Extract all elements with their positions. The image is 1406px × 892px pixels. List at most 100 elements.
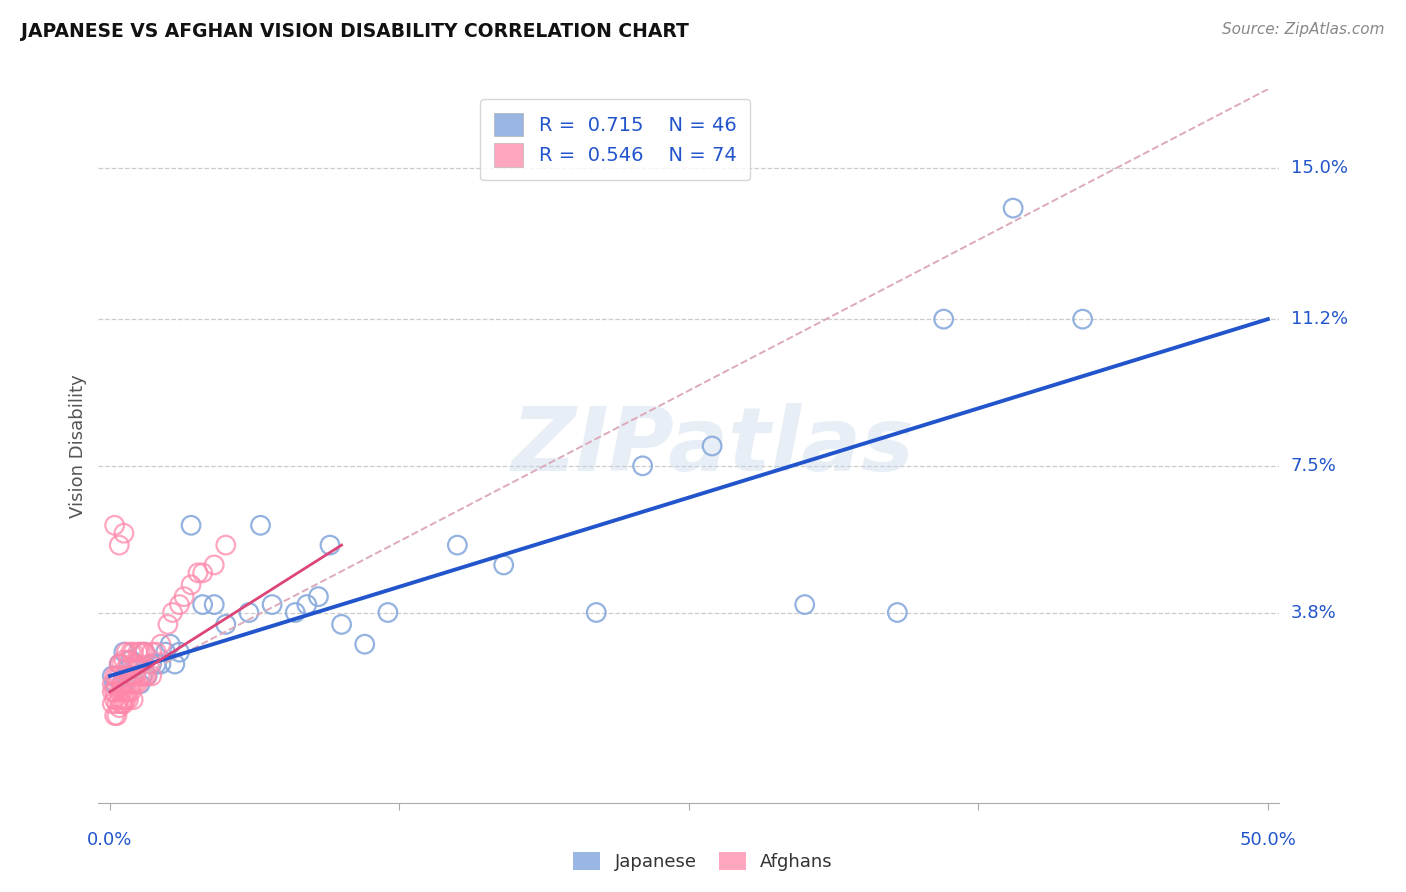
Point — [202, 558, 225, 572]
Point — [191, 598, 214, 612]
Point — [110, 677, 132, 691]
Point — [249, 518, 271, 533]
Point — [295, 598, 318, 612]
Point — [149, 657, 172, 671]
Point — [156, 617, 179, 632]
Point — [120, 669, 142, 683]
Point — [110, 677, 132, 691]
Point — [108, 538, 131, 552]
Point — [108, 685, 131, 699]
Point — [120, 685, 142, 699]
Point — [112, 697, 135, 711]
Point — [112, 526, 135, 541]
Point — [131, 669, 153, 683]
Point — [101, 685, 124, 699]
Point — [101, 697, 124, 711]
Point — [187, 566, 209, 580]
Point — [101, 677, 124, 691]
Point — [104, 692, 127, 706]
Point — [127, 645, 149, 659]
Point — [793, 598, 815, 612]
Point — [215, 538, 238, 552]
Point — [105, 708, 128, 723]
Point — [122, 657, 145, 671]
Point — [131, 645, 153, 659]
Point — [330, 617, 353, 632]
Point — [169, 598, 191, 612]
Point — [112, 677, 135, 691]
Point — [163, 657, 186, 671]
Point — [446, 538, 468, 552]
Point — [108, 692, 131, 706]
Text: 0.0%: 0.0% — [87, 831, 132, 849]
Point — [180, 518, 202, 533]
Point — [108, 657, 131, 671]
Point — [169, 645, 191, 659]
Y-axis label: Vision Disability: Vision Disability — [69, 374, 87, 518]
Point — [585, 606, 607, 620]
Point — [122, 677, 145, 691]
Text: 7.5%: 7.5% — [1291, 457, 1337, 475]
Point — [202, 598, 225, 612]
Point — [492, 558, 515, 572]
Point — [110, 685, 132, 699]
Point — [134, 669, 156, 683]
Point — [115, 685, 138, 699]
Point — [122, 669, 145, 683]
Point — [120, 645, 142, 659]
Point — [932, 312, 955, 326]
Point — [117, 692, 139, 706]
Point — [124, 669, 146, 683]
Point — [108, 700, 131, 714]
Legend: Japanese, Afghans: Japanese, Afghans — [567, 845, 839, 879]
Point — [115, 692, 138, 706]
Point — [108, 669, 131, 683]
Point — [136, 669, 159, 683]
Point — [1071, 312, 1094, 326]
Point — [138, 657, 160, 671]
Point — [124, 657, 146, 671]
Point — [700, 439, 723, 453]
Point — [215, 617, 238, 632]
Point — [180, 578, 202, 592]
Point — [112, 645, 135, 659]
Point — [284, 606, 307, 620]
Point — [145, 657, 167, 671]
Point — [631, 458, 654, 473]
Point — [319, 538, 342, 552]
Point — [115, 669, 138, 683]
Point — [124, 677, 146, 691]
Point — [238, 606, 260, 620]
Point — [173, 590, 195, 604]
Point — [129, 677, 152, 691]
Point — [122, 669, 145, 683]
Point — [124, 657, 146, 671]
Point — [155, 645, 177, 659]
Point — [112, 669, 135, 683]
Point — [886, 606, 908, 620]
Point — [105, 677, 128, 691]
Point — [120, 653, 142, 667]
Text: 15.0%: 15.0% — [1291, 160, 1347, 178]
Point — [117, 685, 139, 699]
Point — [122, 692, 145, 706]
Point — [141, 657, 163, 671]
Text: 50.0%: 50.0% — [1240, 831, 1296, 849]
Text: 11.2%: 11.2% — [1291, 310, 1348, 328]
Point — [115, 645, 138, 659]
Point — [377, 606, 399, 620]
Text: Source: ZipAtlas.com: Source: ZipAtlas.com — [1222, 22, 1385, 37]
Point — [131, 669, 153, 683]
Point — [145, 645, 167, 659]
Point — [134, 645, 156, 659]
Point — [262, 598, 284, 612]
Point — [134, 645, 156, 659]
Point — [104, 669, 127, 683]
Point — [117, 661, 139, 675]
Point — [117, 653, 139, 667]
Point — [136, 669, 159, 683]
Point — [127, 661, 149, 675]
Text: 3.8%: 3.8% — [1291, 604, 1336, 622]
Point — [105, 669, 128, 683]
Point — [162, 606, 184, 620]
